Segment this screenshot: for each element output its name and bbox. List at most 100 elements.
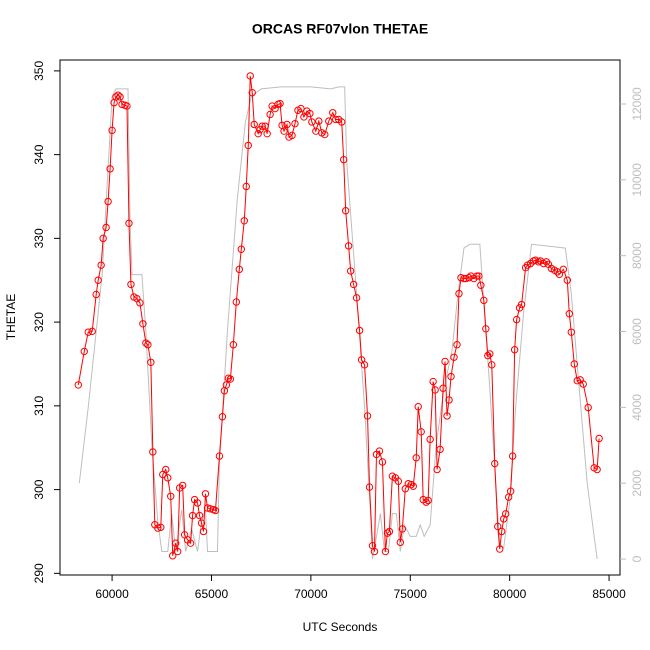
data-point [329,109,337,117]
data-point [261,122,269,130]
data-point [555,270,564,279]
data-point [84,328,92,336]
data-point [482,325,490,333]
data-point [455,289,463,298]
y2-tick-label: 0 [630,555,644,562]
data-point [352,294,361,302]
data-point [375,447,384,455]
data-point [346,267,355,275]
data-point [517,300,526,309]
data-point [339,155,348,164]
data-point [297,104,305,113]
data-point [429,377,437,386]
data-point [136,299,144,307]
plot-frame [59,59,621,576]
data-point [321,130,329,139]
y-tick-label: 320 [32,312,46,332]
y-tick-label: 300 [32,479,46,499]
data-point [142,339,150,347]
chart-title: ORCAS RF07vlon THETAE [252,21,428,37]
data-point [167,492,175,500]
data-point [344,242,353,250]
data-point [496,545,504,553]
data-point [396,538,405,547]
data-point [195,511,204,520]
data-point [501,510,510,518]
data-point [308,118,316,126]
data-point [94,276,102,284]
data-point [370,547,379,556]
data-point [102,223,110,232]
data-point [460,274,468,283]
data-point [237,245,245,253]
data-point [240,217,248,225]
y2-tick-label: 4000 [630,394,644,421]
data-line [78,86,598,560]
data-point [378,458,387,466]
data-point [114,91,122,99]
data-point [394,477,403,485]
data-point [186,539,195,547]
y-tick-label: 350 [32,61,46,81]
x-tick-label: 70000 [294,587,328,601]
data-point [365,483,374,491]
data-point [407,480,415,489]
data-point [288,131,296,140]
data-point [88,327,96,336]
data-point [173,547,182,556]
data-point [498,527,506,536]
data-point [254,129,262,138]
data-point [218,413,227,421]
data-point [414,402,422,411]
data-point [149,448,157,456]
data-point [417,428,425,436]
data-point [306,109,314,118]
data-point [74,381,82,389]
data-point [206,505,215,513]
data-point [542,258,551,266]
data-point [199,527,208,536]
data-point [164,474,172,482]
data-point [477,281,485,289]
y-tick-label: 330 [32,228,46,248]
data-point [508,452,517,460]
data-point [563,276,572,284]
data-point [291,119,299,128]
data-point [244,141,252,150]
data-point [363,412,372,420]
data-point [248,88,256,97]
data-point [450,353,458,361]
data-point [565,310,574,318]
data-point [178,481,187,490]
data-point [567,328,575,336]
data-point [162,465,170,474]
data-point [457,274,465,282]
data-point [211,506,220,515]
y2-tick-label: 12000 [630,87,644,121]
data-point [250,120,258,129]
data-point [579,380,587,388]
x-axis-label: UTC Seconds [303,620,378,634]
y2-tick-label: 6000 [630,318,644,345]
data-point [506,487,515,495]
data-point [510,346,519,354]
x-tick-label: 75000 [394,587,428,601]
y2-tick-label: 2000 [630,470,644,497]
data-point [197,519,206,527]
data-point [246,72,254,80]
data-point [433,465,441,474]
data-point [97,261,105,269]
data-point [573,377,581,385]
data-point [171,539,180,547]
data-point [595,434,603,443]
data-point [332,115,340,124]
data-point [484,351,492,360]
data-point [593,465,601,474]
data-point [99,234,107,243]
data-point [383,529,392,537]
data-point [283,120,291,129]
data-point [280,127,288,135]
data-point [398,525,407,533]
data-point [494,522,502,531]
